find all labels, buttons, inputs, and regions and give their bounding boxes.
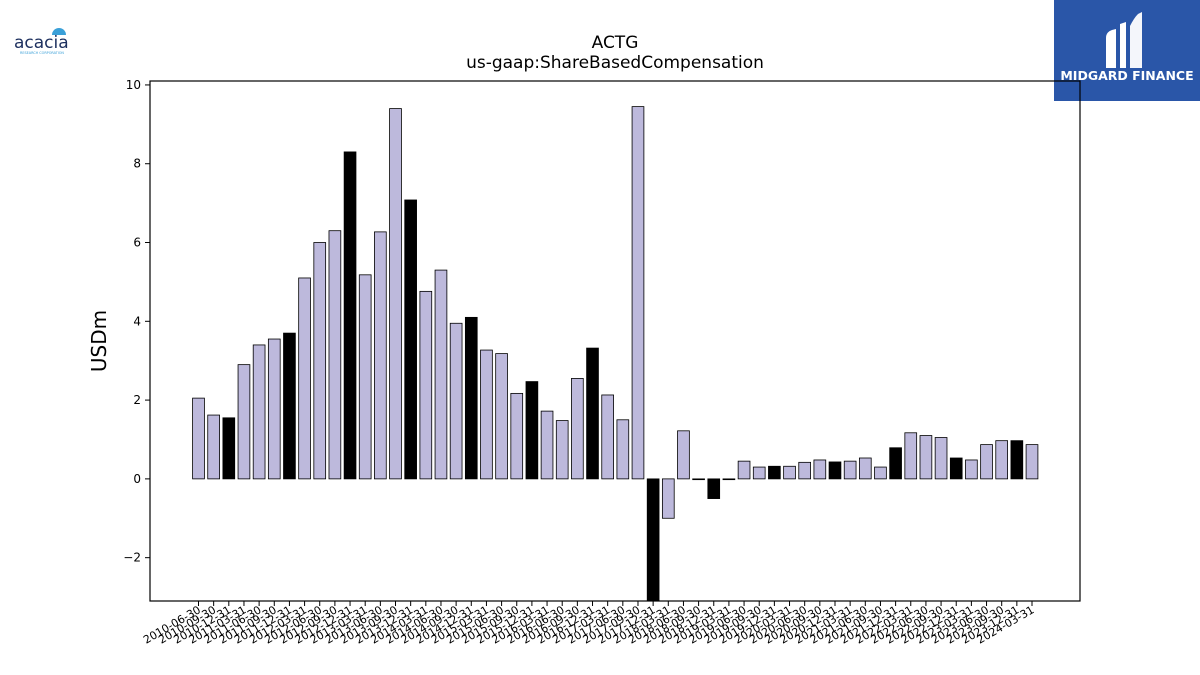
company-logo-graphic: acacia RESEARCH CORPORATION <box>14 28 69 55</box>
bar-2022-12-31 <box>949 457 963 480</box>
bar-2015-12-31 <box>525 381 539 480</box>
y-tick-label: 2 <box>133 393 141 407</box>
bar-2018-03-31 <box>661 478 675 519</box>
bar-2016-06-30 <box>555 420 569 480</box>
bar-2023-06-30 <box>980 444 993 480</box>
bar-2020-12-31 <box>828 461 842 480</box>
bar-2018-09-30 <box>692 478 705 481</box>
y-tick-label: 0 <box>133 472 141 486</box>
bar-2016-03-31 <box>540 410 554 480</box>
company-logo: acacia RESEARCH CORPORATION <box>12 26 78 58</box>
bar-2013-09-30 <box>389 108 402 480</box>
y-axis-label: USDm <box>87 310 111 372</box>
bar-2011-09-30 <box>267 338 281 480</box>
bar-2019-03-31 <box>722 478 736 481</box>
bar-2023-12-31 <box>1010 440 1024 480</box>
bar-2012-03-31 <box>298 277 311 480</box>
chart-title: ACTG <box>592 33 639 53</box>
bar-2021-12-31 <box>889 447 902 480</box>
brand-badge-text: MIDGARD FINANCE <box>1060 68 1193 83</box>
bar-2012-12-31 <box>343 151 357 480</box>
bar-2015-09-30 <box>510 392 524 480</box>
bar-2015-03-31 <box>480 349 493 480</box>
bar-2016-09-30 <box>571 378 584 480</box>
plot-frame <box>149 80 1081 602</box>
bar-2018-06-30 <box>677 430 690 480</box>
brand-badge: MIDGARD FINANCE <box>1054 0 1200 101</box>
bar-2017-09-30 <box>631 106 645 480</box>
bar-2017-06-30 <box>616 419 630 480</box>
logo-text: acacia <box>14 33 69 53</box>
bar-2023-03-31 <box>965 459 978 480</box>
bar-2012-06-30 <box>313 242 327 480</box>
bar-2021-06-30 <box>858 457 872 480</box>
bar-2020-03-31 <box>783 465 796 480</box>
bar-2019-06-30 <box>737 460 751 480</box>
bar-2021-09-30 <box>874 466 887 480</box>
bar-2019-12-31 <box>768 465 781 480</box>
bar-2011-12-31 <box>283 332 296 480</box>
y-tick-label: −2 <box>123 551 141 565</box>
y-axis-ticks: −2 0 2 4 6 8 10 <box>123 78 150 565</box>
bar-2013-03-31 <box>358 274 372 480</box>
bar-2017-12-31 <box>646 478 660 602</box>
bar-2015-06-30 <box>495 353 508 480</box>
bar-2010-12-31 <box>222 417 236 480</box>
bar-2023-09-30 <box>995 440 1009 480</box>
logo-subtext: RESEARCH CORPORATION <box>20 51 64 55</box>
bar-2013-12-31 <box>404 199 417 480</box>
bar-2013-06-30 <box>374 231 387 480</box>
bar-2010-06-30 <box>192 397 205 480</box>
chart-subtitle: us-gaap:ShareBasedCompensation <box>466 53 764 73</box>
y-tick-label: 10 <box>126 78 141 92</box>
y-tick-label: 8 <box>133 157 141 171</box>
bar-2021-03-31 <box>843 460 857 480</box>
bar-2014-12-31 <box>464 316 478 480</box>
bar-2011-06-30 <box>252 344 266 480</box>
bar-2014-03-31 <box>419 290 433 480</box>
bar-2020-09-30 <box>813 459 827 480</box>
y-tick-label: 6 <box>133 236 141 250</box>
bar-2018-12-31 <box>707 478 721 499</box>
bar-2022-03-31 <box>904 432 918 480</box>
bar-2012-09-30 <box>328 230 342 480</box>
bar-2022-06-30 <box>919 435 933 480</box>
logo-swoosh-icon <box>52 28 66 35</box>
bar-2014-09-30 <box>449 322 463 480</box>
bar-2020-06-30 <box>798 461 811 480</box>
bar-2016-12-31 <box>586 347 599 480</box>
brand-badge-graphic: MIDGARD FINANCE <box>1060 12 1194 83</box>
x-axis-ticks: 2010-06-302010-09-302010-12-312011-03-31… <box>141 601 1037 647</box>
bar-2014-06-30 <box>434 269 448 480</box>
bar-2017-03-31 <box>601 394 614 480</box>
bar-2019-09-30 <box>752 466 766 480</box>
bar-2010-09-30 <box>207 414 220 480</box>
bar-2024-03-31 <box>1025 444 1039 480</box>
bar-2022-09-30 <box>934 437 948 480</box>
bar-2011-03-31 <box>237 364 251 480</box>
bars-group <box>192 106 1039 602</box>
midgard-m-icon <box>1106 12 1142 68</box>
y-tick-label: 4 <box>133 314 141 328</box>
